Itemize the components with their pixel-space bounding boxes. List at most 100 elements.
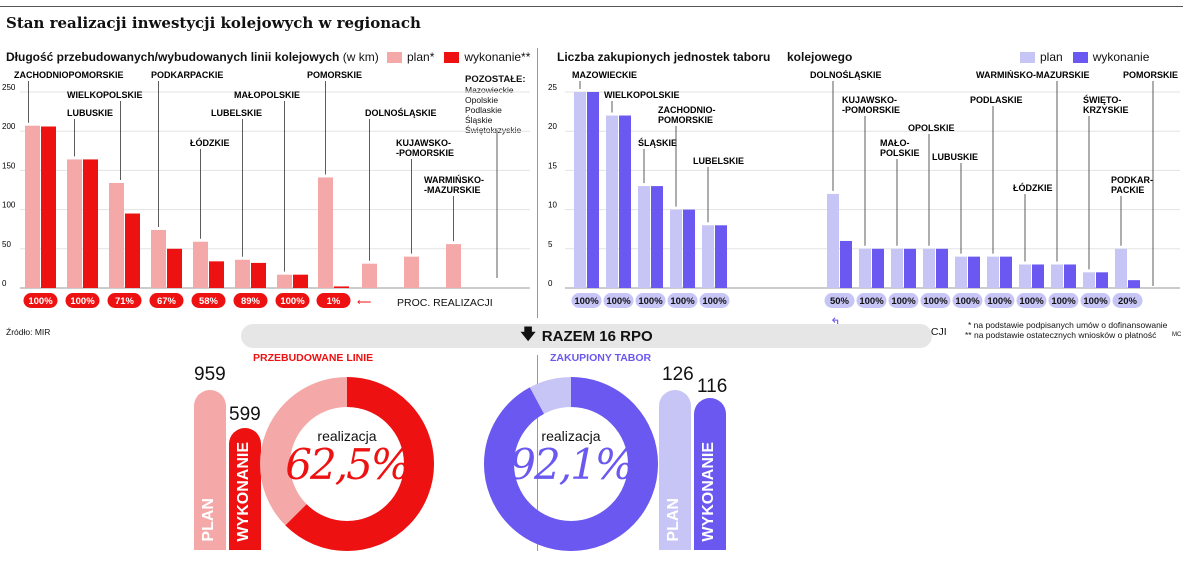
percent-label: 100% <box>280 296 305 307</box>
rail-realiz-pct: 62,5% <box>285 440 410 489</box>
category-label: MAŁO- <box>880 138 910 148</box>
category-label: LUBUSKIE <box>932 152 978 162</box>
percent-label: 100% <box>702 296 727 307</box>
rail-summary-title: PRZEBUDOWANE LINIE <box>253 352 374 364</box>
percent-pill <box>107 293 142 308</box>
percent-pill <box>1016 293 1047 308</box>
footnote-1: * na podstawie podpisanych umów o dofina… <box>968 320 1168 330</box>
legend-label-plan: plan* <box>407 50 435 64</box>
bar-plan <box>277 274 292 288</box>
bar-done <box>334 286 349 288</box>
bar-done <box>968 256 980 288</box>
bar-plan <box>987 256 999 288</box>
donut-arc <box>484 377 658 551</box>
category-label: -POMORSKIE <box>842 105 900 115</box>
pozostale-item: Śląskie <box>465 115 493 125</box>
page-title: Stan realizacji inwestycji kolejowych w … <box>6 14 421 32</box>
bar-plan <box>109 182 124 288</box>
bar-done <box>651 186 663 288</box>
rail-done-bar: WYKONANIE <box>229 428 261 550</box>
percent-pill <box>699 293 730 308</box>
stock-chart-subtitle-b: kolejowego <box>787 50 853 64</box>
bar-plan <box>702 225 714 288</box>
top-rule <box>0 6 1183 7</box>
bar-plan <box>606 115 618 288</box>
category-label: ZACHODNIO- <box>658 105 716 115</box>
percent-label: 89% <box>241 296 261 307</box>
stock-plan-bar: PLAN <box>659 390 691 550</box>
bar-done <box>1096 272 1108 288</box>
rail-chart-unit: (w km) <box>342 50 379 64</box>
percent-pill <box>888 293 919 308</box>
donut-arc <box>260 377 434 551</box>
rail-proc-label: PROC. REALIZACJI <box>397 297 493 309</box>
category-label: LUBUSKIE <box>67 108 113 118</box>
percent-pill <box>856 293 887 308</box>
percent-label: 100% <box>670 296 695 307</box>
category-label: ZACHODNIOPOMORSKIE <box>14 70 124 80</box>
stock-realiz-label: realizacja <box>541 428 601 444</box>
percent-label: 50% <box>830 296 850 307</box>
percent-label: 100% <box>1019 296 1044 307</box>
bar-done <box>840 240 852 288</box>
bar-plan <box>1051 264 1063 288</box>
bar-plan <box>1019 264 1031 288</box>
category-label: -POMORSKIE <box>396 148 454 158</box>
category-label: PODLASKIE <box>970 95 1023 105</box>
bar-done <box>251 262 266 288</box>
category-label: DOLNOŚLĄSKIE <box>810 70 882 80</box>
percent-label: 100% <box>574 296 599 307</box>
y-tick-label: 250 <box>2 83 16 92</box>
category-label: DOLNOŚLĄSKIE <box>365 107 437 118</box>
stock-done-label: WYKONANIE <box>700 442 717 542</box>
bar-plan <box>827 193 839 288</box>
y-tick-label: 50 <box>2 240 11 249</box>
percent-pill <box>233 293 268 308</box>
bar-done <box>872 248 884 288</box>
bar-plan <box>670 209 682 288</box>
percent-pill <box>65 293 100 308</box>
bar-plan <box>404 256 419 288</box>
percent-pill <box>984 293 1015 308</box>
rail-chart-title: Długość przebudowanych/wybudowanych lini… <box>6 50 379 64</box>
category-label: MAŁOPOLSKIE <box>234 90 300 100</box>
legend-swatch-stock-plan <box>1020 51 1035 63</box>
legend-swatch-stock-done <box>1072 51 1088 63</box>
pozostale-item: Opolskie <box>465 95 499 105</box>
rail-proc-arrow-icon: ⟵ <box>357 297 372 308</box>
rail-realiz-label: realizacja <box>317 428 377 444</box>
bar-plan <box>193 241 208 288</box>
y-tick-label: 0 <box>548 279 553 288</box>
rail-done-label: WYKONANIE <box>235 442 252 542</box>
percent-label: 71% <box>115 296 135 307</box>
percent-pill <box>824 293 855 308</box>
rail-legend: plan* wykonanie** <box>387 50 530 64</box>
category-label: ŚLĄSKIE <box>638 137 677 148</box>
y-tick-label: 20 <box>548 122 557 131</box>
percent-label: 100% <box>606 296 631 307</box>
category-label: PODKAR- <box>1111 175 1153 185</box>
razem-label: RAZEM 16 RPO <box>541 327 653 345</box>
percent-label: 100% <box>891 296 916 307</box>
percent-label: 100% <box>638 296 663 307</box>
bar-plan <box>67 159 82 288</box>
percent-label: 100% <box>859 296 884 307</box>
pozostale-title: POZOSTAŁE: <box>465 74 526 85</box>
rail-plan-bar: PLAN <box>194 390 226 550</box>
bar-done <box>209 261 224 288</box>
category-label: POMORSKIE <box>1123 70 1178 80</box>
corner-mark: MC <box>1172 332 1182 338</box>
pozostale-block: POZOSTAŁE: Mazowieckie Opolskie Podlaski… <box>465 74 526 135</box>
category-label: ŁÓDZKIE <box>1013 182 1053 193</box>
stock-done-bar: WYKONANIE <box>694 398 726 550</box>
percent-label: 100% <box>70 296 95 307</box>
percent-pill <box>1112 293 1143 308</box>
bar-done <box>619 115 631 288</box>
category-label: WIELKOPOLSKIE <box>604 90 680 100</box>
category-label: ŚWIĘTO- <box>1083 94 1121 105</box>
rail-plan-value: 959 <box>194 364 226 385</box>
percent-pill <box>635 293 666 308</box>
bar-plan <box>151 229 166 288</box>
bar-plan <box>446 244 461 288</box>
category-label: WARMIŃSKO- <box>424 175 484 185</box>
